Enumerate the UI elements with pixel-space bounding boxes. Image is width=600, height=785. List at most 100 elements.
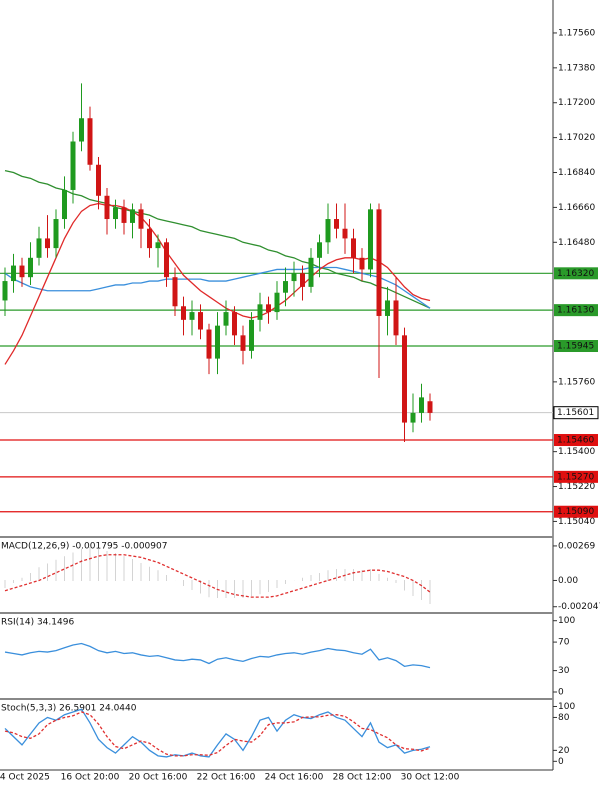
candle-body <box>266 304 271 313</box>
y-tick-label: 80 <box>558 713 570 723</box>
candle-body <box>198 312 203 330</box>
candle-body <box>249 319 254 351</box>
y-tick-label: 20 <box>558 746 570 756</box>
candle-body <box>240 335 246 351</box>
y-tick-label: 1.16840 <box>558 168 595 178</box>
candle-body <box>62 189 67 220</box>
candle-body <box>223 312 229 326</box>
level-label-box <box>554 434 598 447</box>
level-label-box <box>554 304 598 317</box>
level-label: 1.15270 <box>557 472 594 482</box>
level-label: 1.16320 <box>557 269 594 279</box>
y-tick-label: 1.17020 <box>558 133 595 143</box>
x-tick-label: 14 Oct 2025 <box>0 773 50 783</box>
candle-body <box>164 242 169 278</box>
x-tick-label: 20 Oct 16:00 <box>129 773 188 783</box>
candle-body <box>402 335 407 423</box>
candle-body <box>11 265 16 282</box>
candle-body <box>70 141 76 190</box>
candle-body <box>300 273 305 287</box>
candle-body <box>342 228 348 239</box>
candle-body <box>19 265 25 278</box>
y-tick-label: 1.17560 <box>558 28 595 38</box>
level-label: 1.15460 <box>557 436 594 446</box>
candle-body <box>283 281 288 293</box>
y-tick-label: 1.16480 <box>558 238 595 248</box>
panel-title: RSI(14) 34.1496 <box>1 618 74 628</box>
candle-body <box>147 228 152 249</box>
candle-body <box>2 281 8 301</box>
x-tick-label: 22 Oct 16:00 <box>197 773 256 783</box>
last-price-label: 1.15601 <box>557 408 594 418</box>
candle-body <box>181 306 186 320</box>
y-tick-label: 1.15040 <box>558 517 595 527</box>
y-tick-label: 0.00269 <box>558 541 595 551</box>
candle-body <box>257 304 263 320</box>
y-tick-label: 1.15400 <box>558 447 595 457</box>
y-tick-label: 1.16660 <box>558 203 595 213</box>
candle-body <box>385 300 390 316</box>
level-label: 1.15945 <box>557 342 594 352</box>
candle-body <box>36 238 42 258</box>
candle-body <box>189 312 195 320</box>
candle-body <box>206 329 212 359</box>
candle-body <box>53 219 59 249</box>
x-tick-label: 24 Oct 16:00 <box>265 773 324 783</box>
indicator-line <box>4 169 431 309</box>
candle-body <box>232 312 237 336</box>
candle-body <box>274 292 280 313</box>
candle-body <box>121 207 127 223</box>
candle-body <box>308 257 314 287</box>
x-tick-label: 30 Oct 12:00 <box>401 773 460 783</box>
level-label-box <box>554 267 598 280</box>
y-tick-label: 0.00 <box>558 576 578 586</box>
candle-body <box>172 277 178 307</box>
y-tick-label: 70 <box>558 638 570 648</box>
level-label: 1.15090 <box>557 507 594 517</box>
candle-body <box>87 118 93 165</box>
candle-body <box>79 118 84 142</box>
y-tick-label: 0 <box>558 757 564 767</box>
candle-body <box>393 300 399 336</box>
y-tick-label: 1.17380 <box>558 63 595 73</box>
candle-body <box>104 195 110 220</box>
level-label-box <box>554 470 598 483</box>
indicator-line <box>4 708 431 758</box>
level-label-box <box>554 340 598 353</box>
candle-body <box>138 209 144 229</box>
last-price-box <box>553 406 599 420</box>
y-tick-label: 100 <box>558 616 575 626</box>
candle-body <box>351 238 356 258</box>
candle-body <box>419 397 424 413</box>
panel-title: MACD(12,26,9) -0.001795 -0.000907 <box>1 542 167 552</box>
y-tick-label: 0 <box>558 688 564 698</box>
candle-body <box>427 401 433 413</box>
candle-body <box>215 325 220 359</box>
candle-body <box>334 219 339 229</box>
panel-title: Stoch(5,3,3) 26.5901 24.0440 <box>1 704 137 714</box>
level-label-box <box>554 505 598 518</box>
y-tick-label: 100 <box>558 702 575 712</box>
candle-body <box>359 257 365 270</box>
y-tick-label: 1.15220 <box>558 482 595 492</box>
candle-body <box>317 242 322 258</box>
candle-body <box>376 209 382 316</box>
candle-body <box>325 219 331 243</box>
x-tick-label: 16 Oct 20:00 <box>61 773 120 783</box>
level-label: 1.16130 <box>557 306 594 316</box>
indicator-line <box>4 266 431 309</box>
candle-body <box>45 238 50 249</box>
candle-body <box>130 209 135 223</box>
indicator-line <box>4 554 431 598</box>
candle-body <box>291 273 297 282</box>
candle-body <box>96 164 101 196</box>
y-tick-label: -0.002047 <box>558 602 600 612</box>
indicator-line <box>4 642 431 669</box>
indicator-line <box>4 202 431 365</box>
x-tick-label: 28 Oct 12:00 <box>333 773 392 783</box>
candle-body <box>410 412 416 423</box>
y-tick-label: 30 <box>558 666 570 676</box>
candle-body <box>113 207 118 220</box>
